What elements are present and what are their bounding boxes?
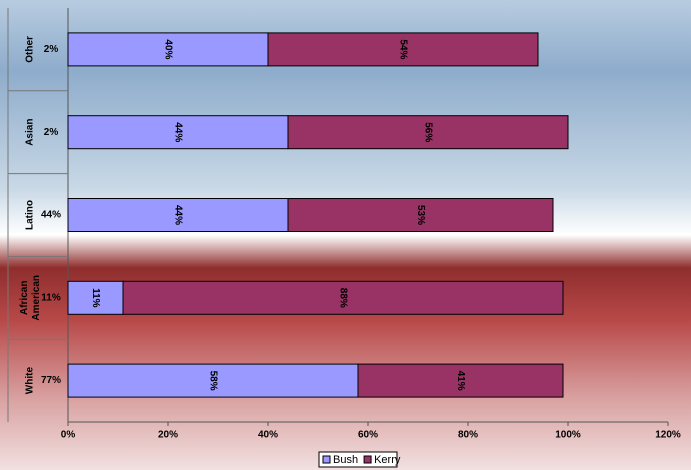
bar-segment [267,32,539,67]
category-label: Latino [25,200,36,230]
bar-segment [122,280,564,315]
category-share: 77% [41,375,61,386]
category-label-line: African [19,281,30,315]
value-label: 58% [207,371,218,391]
legend-swatch [322,455,331,464]
x-tick-label: 100% [555,430,581,441]
bar-segment [67,198,289,232]
category-label: White [25,367,36,395]
value-label: 40% [162,39,173,59]
x-tick-label: 40% [258,430,278,441]
category-share: 2% [44,44,59,55]
value-label: 53% [415,205,426,225]
x-tick-label: 20% [158,430,178,441]
category-label: Asian [25,119,36,146]
value-label: 56% [422,122,433,142]
value-label: 44% [172,122,183,142]
legend-box [318,451,398,468]
bar-segment [287,198,554,232]
value-label: 88% [337,288,348,308]
bar-segment [287,115,569,150]
legend-label: Bush [333,454,358,466]
x-tick-label: 80% [458,430,478,441]
bar-segment [357,363,564,398]
legend-label: Kerry [374,454,401,466]
x-tick-label: 120% [655,430,681,441]
x-tick-label: 0% [61,430,76,441]
bar-segment [67,363,359,398]
value-label: 11% [90,288,101,308]
category-label: AfricanAmerican [19,275,42,321]
value-label: 41% [455,371,466,391]
category-share: 2% [44,127,59,138]
category-label-line: American [31,275,42,321]
bar-segment [67,280,124,315]
value-label: 54% [397,39,408,59]
x-tick-label: 60% [358,430,378,441]
value-label: 44% [172,205,183,225]
category-label: Other [25,36,36,63]
legend-swatch [363,455,372,464]
category-share: 44% [41,210,61,221]
category-share: 11% [41,292,61,303]
